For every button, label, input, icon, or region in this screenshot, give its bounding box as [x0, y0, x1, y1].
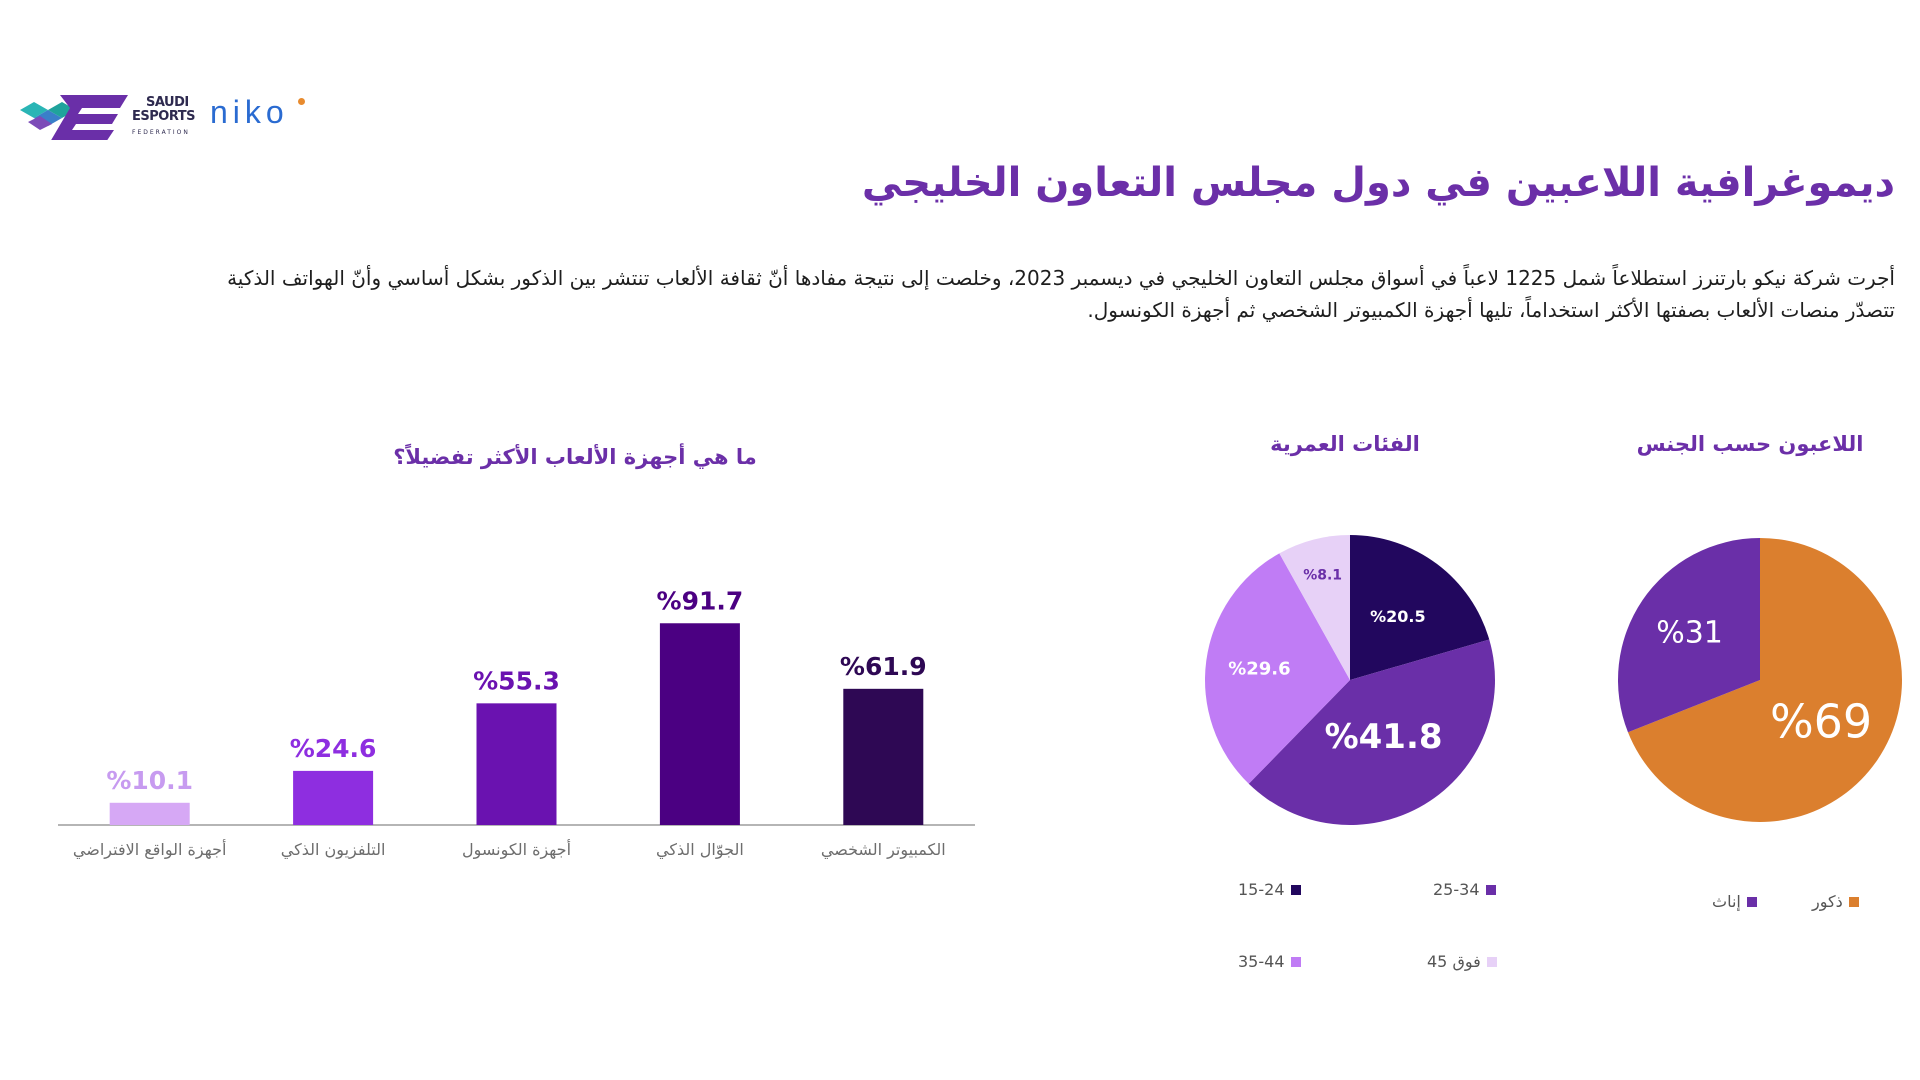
niko-logo: niko — [210, 94, 289, 130]
legend-15-24: 15-24 — [1238, 880, 1301, 899]
intro-text: أجرت شركة نيكو بارتنرز استطلاعاً شمل 122… — [195, 262, 1895, 326]
bar-2 — [476, 703, 557, 825]
gender-pie-slice-0 — [1627, 538, 1902, 822]
legend-25-34-label: 25-34 — [1433, 880, 1480, 899]
intro-line-1: أجرت شركة نيكو بارتنرز استطلاعاً شمل 122… — [227, 266, 1895, 290]
legend-35-44: 35-44 — [1238, 952, 1301, 971]
niko-logo-dot-icon — [298, 98, 305, 105]
age-pie-slice-label-0: %20.5 — [1370, 607, 1426, 626]
bar-0 — [843, 688, 924, 825]
page-title: ديموغرافية اللاعبين في دول مجلس التعاون … — [861, 160, 1895, 206]
bar-category-label-4: أجهزة الواقع الافتراضي — [73, 839, 227, 860]
gender-pie-chart: %69 %31 — [1618, 538, 1902, 822]
gender-pie-slice-label-1: %31 — [1656, 616, 1723, 651]
legend-15-24-swatch — [1290, 884, 1301, 895]
gender-pie-title: اللاعبون حسب الجنس — [1636, 432, 1864, 456]
bar-value-label-2: %55.3 — [473, 666, 560, 695]
age-pie-slice-2 — [1205, 553, 1350, 784]
logo-line1: SAUDI — [146, 95, 189, 110]
bar-value-label-0: %61.9 — [840, 652, 927, 681]
bar-value-label-4: %10.1 — [106, 766, 193, 795]
bar-chart-title: ما هي أجهزة الألعاب الأكثر تفضيلاً؟ — [393, 445, 757, 469]
legend-female: إناث — [1712, 892, 1757, 911]
legend-female-label: إناث — [1712, 892, 1741, 911]
legend-15-24-label: 15-24 — [1238, 880, 1285, 899]
bar-value-label-3: %24.6 — [290, 734, 377, 763]
bar-4 — [109, 802, 190, 825]
bar-category-label-1: الجوّال الذكي — [656, 840, 744, 860]
age-pie-slice-label-2: %29.6 — [1228, 658, 1290, 679]
bar-1 — [659, 623, 740, 825]
legend-35-44-swatch — [1290, 956, 1301, 967]
age-pie-slice-0 — [1350, 535, 1490, 680]
age-pie-slice-label-1: %41.8 — [1325, 717, 1443, 757]
saudi-esports-logo-icon — [20, 95, 128, 140]
intro-line-2: تتصدّر منصات الألعاب بصفتها الأكثر استخد… — [1087, 298, 1895, 322]
bar-category-label-0: الكمبيوتر الشخصي — [821, 840, 946, 860]
legend-45-plus-label: فوق 45 — [1427, 952, 1481, 971]
age-pie-slice-1 — [1248, 639, 1495, 825]
legend-25-34: 25-34 — [1433, 880, 1496, 899]
legend-male-label: ذكور — [1812, 892, 1843, 911]
legend-25-34-swatch — [1485, 884, 1496, 895]
bar-3 — [293, 770, 374, 825]
bar-chart: %61.9 الكمبيوتر الشخصي %91.7 الجوّال الذكي%… — [58, 586, 975, 860]
legend-45-plus-swatch — [1486, 956, 1497, 967]
logos: SAUDI ESPORTS FEDERATION niko — [20, 90, 305, 150]
legend-female-swatch — [1746, 896, 1757, 907]
legend-male: ذكور — [1812, 892, 1859, 911]
legend-35-44-label: 35-44 — [1238, 952, 1285, 971]
saudi-esports-wordmark: SAUDI ESPORTS FEDERATION — [132, 96, 195, 140]
age-pie-title: الفئات العمرية — [1270, 432, 1420, 456]
bar-value-label-1: %91.7 — [657, 586, 744, 615]
gender-pie-slice-1 — [1618, 538, 1760, 733]
age-pie-chart: %20.5 %41.8 %29.6 %8.1 — [1205, 535, 1495, 825]
age-pie-slice-3 — [1279, 535, 1350, 680]
bar-category-label-3: التلفزيون الذكي — [281, 840, 386, 860]
logo-line2: ESPORTS — [132, 109, 195, 124]
logo-line3: FEDERATION — [132, 129, 190, 136]
gender-pie-slice-label-0: %69 — [1770, 695, 1872, 749]
bar-category-label-2: أجهزة الكونسول — [462, 839, 571, 860]
legend-male-swatch — [1848, 896, 1859, 907]
age-pie-slice-label-3: %8.1 — [1303, 568, 1342, 584]
legend-45-plus: فوق 45 — [1427, 952, 1497, 971]
